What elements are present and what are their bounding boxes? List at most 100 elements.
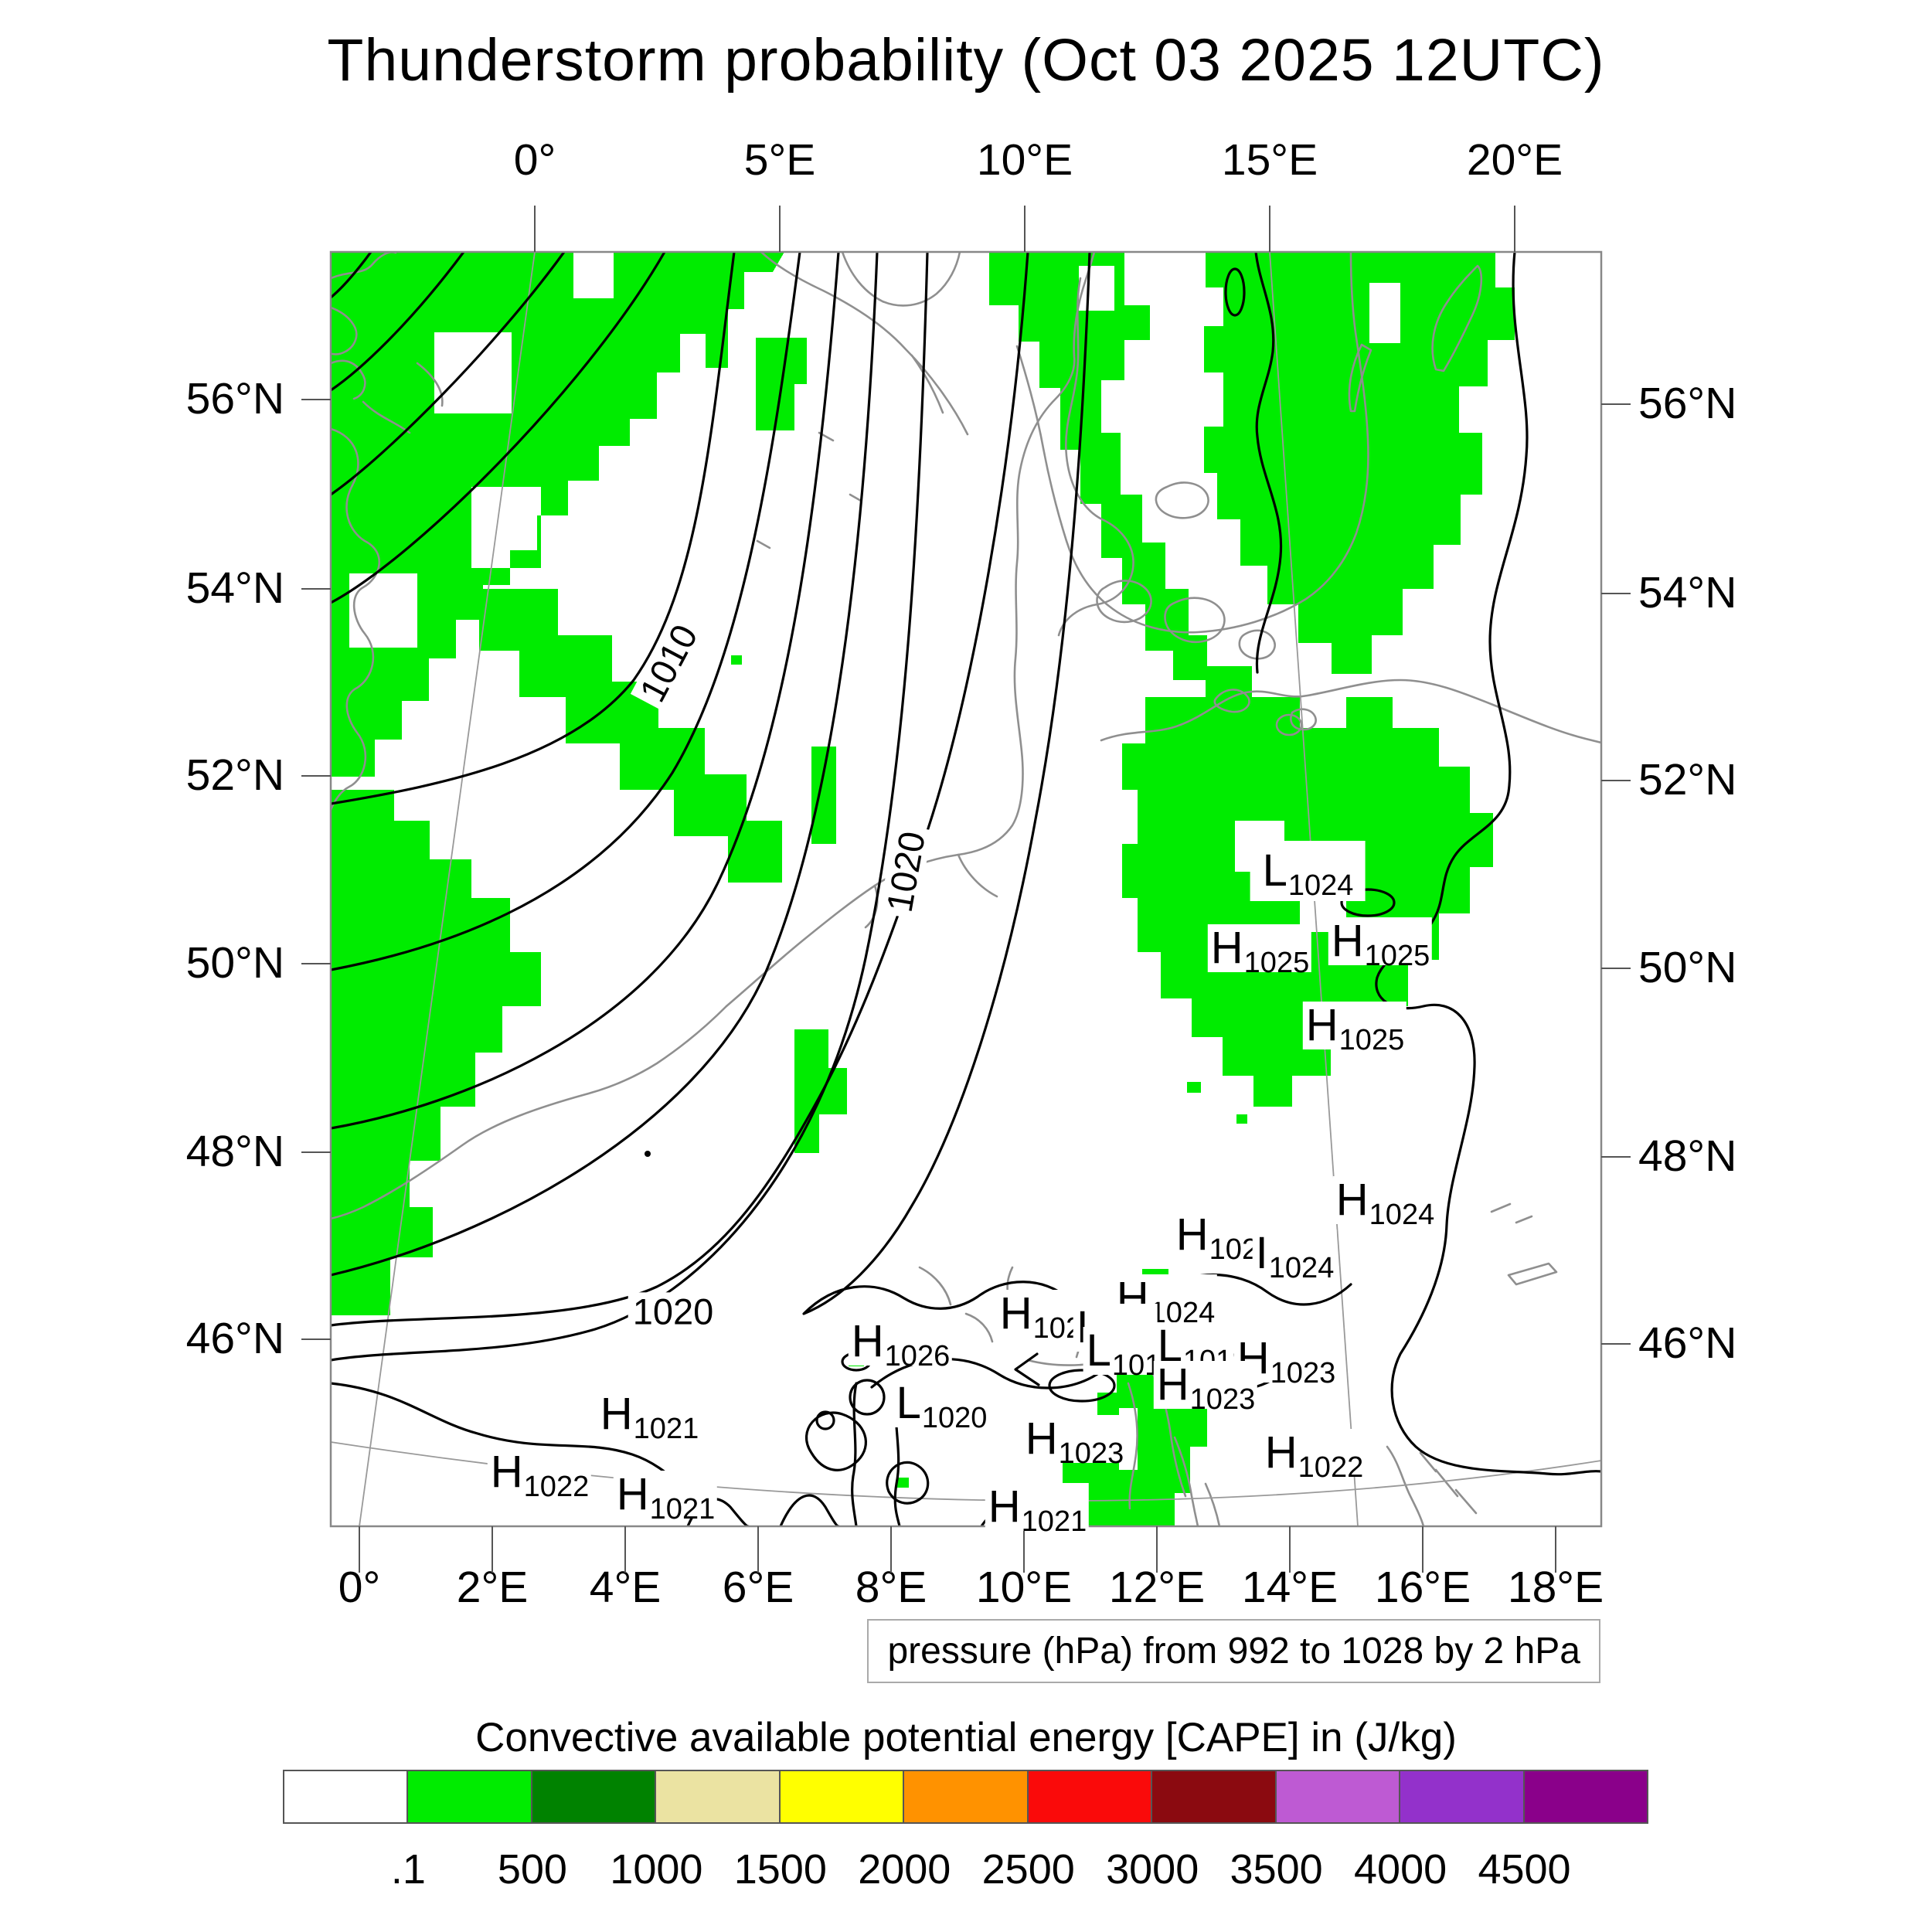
right-axis-tick-1 <box>1601 593 1631 594</box>
colorbar-label-1500: 1500 <box>733 1846 827 1893</box>
top-axis-tick-3 <box>1269 206 1270 252</box>
pressure-center-H1021-20: H1021 <box>613 1469 718 1524</box>
colorbar-label-2000: 2000 <box>858 1846 951 1893</box>
colorbar-cell-5 <box>903 1770 1029 1824</box>
top-axis-tick-2 <box>1024 206 1026 252</box>
isobar-vert-1 <box>851 1382 858 1526</box>
coast-norway-extra <box>910 354 944 414</box>
isobar-blob-w1 <box>805 1411 867 1471</box>
coast-jutland-west <box>725 252 1096 1008</box>
colorbar-label-3500: 3500 <box>1230 1846 1323 1893</box>
pressure-center-value: 1023 <box>1189 1383 1256 1416</box>
bottom-axis-tick-5 <box>1023 1526 1025 1573</box>
pressure-center-value: 1020 <box>921 1402 988 1434</box>
colorbar-cell-9 <box>1399 1770 1525 1824</box>
bottom-axis-tick-6 <box>1156 1526 1158 1573</box>
cape-region-baltic <box>1204 252 1515 674</box>
colorbar-cell-0 <box>283 1770 409 1824</box>
pressure-center-value: 1024 <box>1369 1199 1435 1231</box>
pressure-center-letter: I <box>1255 1228 1268 1278</box>
island-rugen <box>1213 689 1250 713</box>
pressure-center-letter: H <box>1175 1209 1209 1260</box>
cape-region-sweden-band <box>989 252 1207 680</box>
right-axis-tick-0 <box>1601 403 1631 405</box>
pressure-center-value: 1021 <box>649 1493 716 1526</box>
pressure-center-H1022-19: H1022 <box>487 1447 592 1502</box>
colorbar-label-4500: 4500 <box>1478 1846 1571 1893</box>
colorbar-cell-6 <box>1026 1770 1153 1824</box>
pressure-center-letter: H <box>1331 916 1364 966</box>
coast-netherlands <box>331 1005 728 1220</box>
right-axis-tick-4 <box>1601 1156 1631 1158</box>
pressure-center-value: 1024 <box>1287 869 1354 902</box>
pressure-center-letter: H <box>616 1469 649 1519</box>
meridian-0deg <box>359 252 536 1526</box>
left-axis-tick-4 <box>301 1151 331 1153</box>
coast-jutland-east <box>1057 277 1134 637</box>
bottom-axis-tick-7 <box>1289 1526 1291 1573</box>
left-axis-tick-3 <box>301 963 331 964</box>
pressure-center-H1025-2: H1025 <box>1328 916 1433 971</box>
island-bornholm <box>1275 713 1303 736</box>
pressure-center-value: 1026 <box>884 1340 951 1372</box>
pressure-center-H1021-21: H1021 <box>985 1481 1090 1536</box>
isobar-bottom-wavy <box>331 1382 701 1501</box>
colorbar-cell-7 <box>1151 1770 1277 1824</box>
left-axis-tick-5 <box>301 1338 331 1340</box>
isobar-loop-alp2 <box>815 1410 835 1430</box>
top-axis-label-2: 10°E <box>976 135 1073 185</box>
pressure-center-L1020-15: L1020 <box>893 1379 990 1433</box>
cape-colorbar-labels: .1 500 1000 1500 2000 2500 3000 3500 4000 4500 <box>284 1845 1648 1900</box>
bottom-axis-tick-4 <box>890 1526 892 1573</box>
right-axis-tick-3 <box>1601 968 1631 969</box>
left-axis-label-1: 54°N <box>185 563 284 613</box>
left-axis-label-4: 48°N <box>185 1127 284 1176</box>
pressure-center-letter: L <box>1157 1321 1182 1371</box>
pressure-center-letter: H <box>851 1316 884 1366</box>
page-title: Thunderstorm probability (Oct 03 2025 12… <box>327 27 1605 94</box>
pressure-center-H1023-16: H1023 <box>1022 1415 1127 1468</box>
isobar-layer <box>331 252 1601 1526</box>
isobar-1010 <box>331 252 736 805</box>
pressure-center-value: 1023 <box>1058 1437 1124 1470</box>
pressure-center-letter: H <box>988 1481 1021 1532</box>
isobar-lens <box>1048 1369 1116 1403</box>
pressure-center-H1024-4: H1024 <box>1332 1176 1437 1230</box>
coastline-layer <box>331 252 1601 1526</box>
right-axis-tick-5 <box>1601 1343 1631 1345</box>
coast-sweden <box>1015 252 1369 634</box>
pressure-center-I1024-6: I1024 <box>1252 1228 1337 1283</box>
map-frame <box>329 250 1603 1528</box>
left-axis-label-3: 50°N <box>185 938 284 988</box>
pressure-center-value: 1025 <box>1364 940 1430 972</box>
pressure-center-H1026-10: H1026 <box>848 1316 953 1371</box>
pressure-center-value: 1025 <box>1243 947 1310 979</box>
right-axis-label-4: 48°N <box>1638 1131 1737 1181</box>
pressure-center-H1023-13: H1023 <box>1233 1335 1338 1388</box>
bottom-axis-tick-9 <box>1555 1526 1556 1573</box>
right-axis-tick-2 <box>1601 780 1631 781</box>
isobar-1020 <box>331 252 1029 1327</box>
isobar-bottom-hump2 <box>779 1494 840 1526</box>
island-sjaelland <box>1164 597 1226 644</box>
pressure-center-H1025-1: H1025 <box>1207 924 1312 978</box>
right-axis-label-2: 52°N <box>1638 755 1737 804</box>
bottom-axis-tick-3 <box>757 1526 759 1573</box>
top-axis-tick-0 <box>534 206 536 252</box>
island-oland <box>1348 343 1372 413</box>
pressure-center-value: 1025 <box>1338 1024 1405 1056</box>
isobar-baltic-segment <box>1254 252 1283 674</box>
bottom-axis-tick-8 <box>1422 1526 1423 1573</box>
isobar-island-loop <box>1224 267 1246 317</box>
cape-region-west-strip <box>331 790 541 1315</box>
pressure-center-letter: H <box>1156 1359 1189 1410</box>
colorbar-cell-3 <box>655 1770 781 1824</box>
bottom-axis-tick-0 <box>359 1526 360 1573</box>
pressure-center-letter: H <box>490 1447 523 1497</box>
pressure-center-letter: H <box>999 1288 1032 1338</box>
colorbar-label-500: 500 <box>497 1846 567 1893</box>
pressure-center-H1021-17: H1021 <box>597 1390 702 1444</box>
colorbar-cell-1 <box>406 1770 532 1824</box>
pressure-center-letter: H <box>1264 1427 1298 1478</box>
